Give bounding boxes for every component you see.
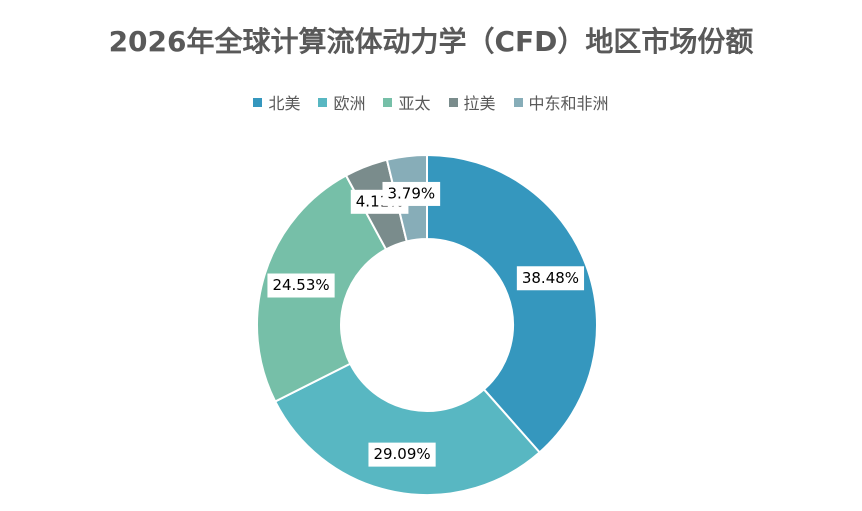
data-label: 24.53% — [272, 276, 329, 294]
legend-label: 欧洲 — [333, 94, 366, 113]
legend-item: 亚太 — [383, 90, 431, 114]
data-label: 29.09% — [373, 445, 430, 463]
legend-label: 拉美 — [463, 94, 496, 113]
data-label-bg — [267, 273, 335, 298]
data-label-bg — [382, 181, 441, 206]
legend-label: 中东和非洲 — [528, 94, 609, 113]
legend-item: 欧洲 — [318, 90, 365, 114]
legend-swatch — [253, 97, 263, 107]
legend-swatch — [383, 97, 393, 107]
data-label-bg — [368, 442, 436, 467]
slice — [273, 362, 541, 496]
legend-item: 拉美 — [448, 90, 496, 114]
legend-item: 中东和非洲 — [513, 90, 609, 114]
legend-swatch — [513, 97, 523, 107]
data-label-bg — [516, 266, 585, 291]
legend-item: 北美 — [253, 90, 300, 114]
legend-label: 亚太 — [398, 94, 431, 113]
legend-swatch — [318, 97, 328, 107]
data-label: 38.48% — [522, 269, 579, 287]
slice — [426, 153, 598, 454]
legend-swatch — [448, 97, 458, 107]
chart-title: 2026年全球计算流体动力学（CFD）地区市场份额 — [108, 25, 754, 58]
data-label: 3.79% — [387, 184, 435, 202]
legend: 北美 欧洲 亚太 拉美 中东和非洲 — [0, 90, 862, 114]
legend-label: 北美 — [268, 94, 301, 113]
